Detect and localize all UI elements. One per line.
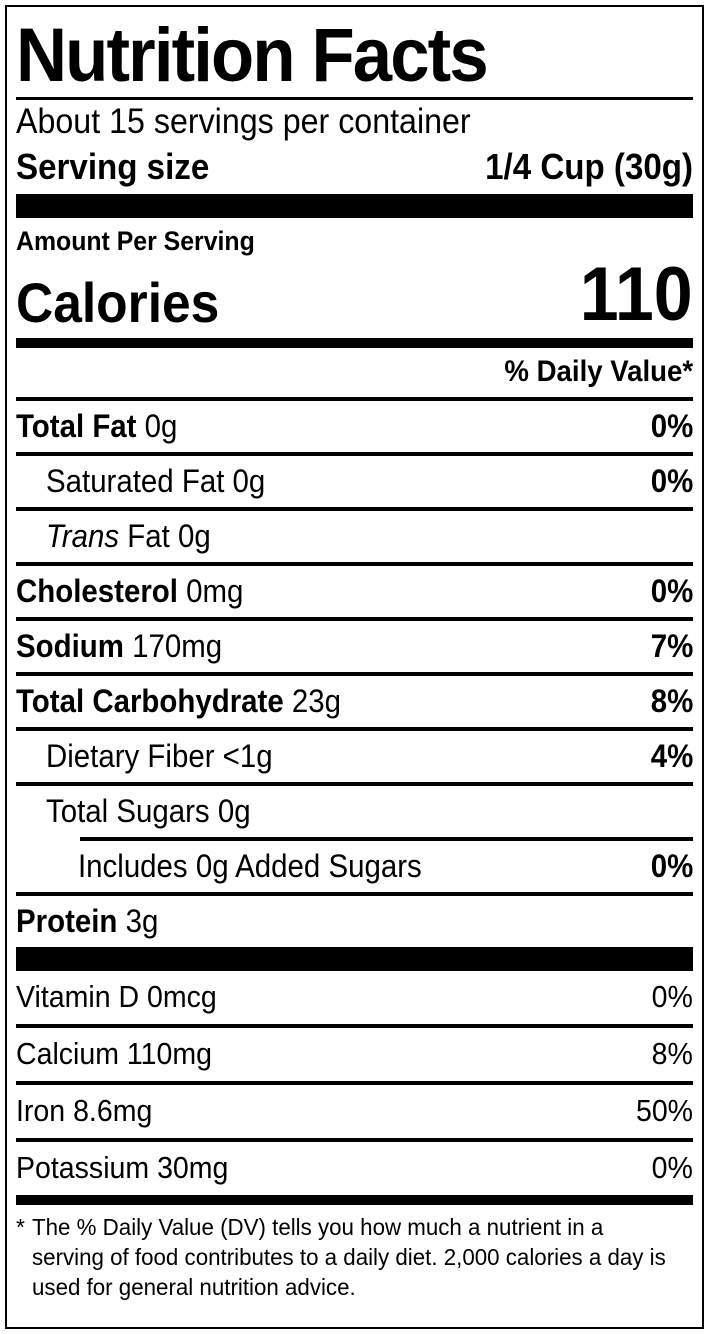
nutrient-percent: 0%: [650, 848, 693, 884]
nutrient-percent: 4%: [650, 738, 693, 774]
divider-thick-after-serving: [16, 194, 693, 218]
divider-row: [16, 507, 693, 511]
nutrient-name: Total Carbohydrate 23g: [16, 683, 342, 719]
calories-row: Calories 110: [16, 252, 693, 338]
divider-row: [16, 1081, 693, 1085]
footnote: * The % Daily Value (DV) tells you how m…: [16, 1205, 693, 1302]
divider-under-title: [16, 97, 693, 100]
page-title: Nutrition Facts: [16, 13, 489, 98]
footnote-text: The % Daily Value (DV) tells you how muc…: [31, 1214, 666, 1300]
divider-row: [16, 727, 693, 731]
daily-value-header-text: % Daily Value*: [504, 355, 693, 388]
divider-row-indented: [80, 837, 693, 841]
nutrient-row-trans-fat: Trans Fat 0g: [16, 511, 693, 562]
nutrient-row-total-sugars: Total Sugars 0g: [16, 786, 693, 837]
vitamin-row-calcium: Calcium 110mg 8%: [16, 1028, 693, 1081]
serving-size-value: 1/4 Cup (30g): [485, 146, 693, 187]
vitamin-percent: 50%: [635, 1093, 693, 1128]
vitamin-name: Iron 8.6mg: [16, 1093, 153, 1128]
nutrient-row-added-sugars: Includes 0g Added Sugars 0%: [16, 841, 693, 892]
vitamin-percent: 0%: [651, 1150, 693, 1185]
calories-value: 110: [580, 252, 693, 337]
nutrient-row-saturated-fat: Saturated Fat 0g 0%: [16, 456, 693, 507]
nutrient-name: Total Fat 0g: [16, 408, 178, 444]
vitamin-percent: 0%: [651, 979, 693, 1014]
nutrition-facts-label: Nutrition Facts About 15 servings per co…: [5, 5, 704, 1329]
vitamin-percent: 8%: [651, 1036, 693, 1071]
divider-row: [16, 782, 693, 786]
divider-under-calories: [16, 338, 693, 348]
nutrient-row-dietary-fiber: Dietary Fiber <1g 4%: [16, 731, 693, 782]
nutrient-name: Includes 0g Added Sugars: [78, 848, 422, 884]
vitamin-row-iron: Iron 8.6mg 50%: [16, 1085, 693, 1138]
divider-row: [16, 562, 693, 566]
nutrient-percent: 8%: [650, 683, 693, 719]
divider-row: [16, 1138, 693, 1142]
divider-row: [16, 617, 693, 621]
nutrient-row-cholesterol: Cholesterol 0mg 0%: [16, 566, 693, 617]
amount-per-serving-label: Amount Per Serving: [16, 226, 255, 256]
vitamin-name: Potassium 30mg: [16, 1150, 229, 1185]
nutrient-name: Dietary Fiber <1g: [46, 738, 273, 774]
divider-row: [16, 452, 693, 456]
divider-row: [16, 892, 693, 896]
nutrient-row-total-fat: Total Fat 0g 0%: [16, 401, 693, 452]
vitamin-name: Vitamin D 0mcg: [16, 979, 217, 1014]
nutrient-percent: 0%: [650, 573, 693, 609]
nutrient-row-protein: Protein 3g: [16, 896, 693, 947]
nutrient-name: Total Sugars 0g: [46, 793, 251, 829]
nutrient-percent: 0%: [650, 408, 693, 444]
vitamin-row-vitamin-d: Vitamin D 0mcg 0%: [16, 971, 693, 1024]
divider-row: [16, 1024, 693, 1028]
vitamin-row-potassium: Potassium 30mg 0%: [16, 1142, 693, 1195]
nutrient-name: Saturated Fat 0g: [46, 463, 266, 499]
daily-value-header: % Daily Value*: [16, 348, 693, 397]
nutrient-name: Protein 3g: [16, 903, 159, 939]
nutrient-row-sodium: Sodium 170mg 7%: [16, 621, 693, 672]
divider-thick-before-vitamins: [16, 947, 693, 971]
divider-row: [16, 397, 693, 401]
divider-row: [16, 672, 693, 676]
nutrient-name: Sodium 170mg: [16, 628, 223, 664]
footnote-marker: *: [16, 1214, 25, 1240]
divider-before-footnote: [16, 1195, 693, 1205]
serving-size-label: Serving size: [16, 146, 210, 187]
nutrient-percent: 7%: [650, 628, 693, 664]
nutrient-name: Trans Fat 0g: [46, 518, 211, 554]
vitamin-name: Calcium 110mg: [16, 1036, 213, 1071]
nutrient-name: Cholesterol 0mg: [16, 573, 244, 609]
nutrient-percent: 0%: [650, 463, 693, 499]
servings-per-container: About 15 servings per container: [16, 102, 471, 141]
calories-label: Calories: [16, 271, 220, 334]
serving-size-row: Serving size 1/4 Cup (30g): [16, 144, 693, 194]
nutrient-row-total-carbohydrate: Total Carbohydrate 23g 8%: [16, 676, 693, 727]
